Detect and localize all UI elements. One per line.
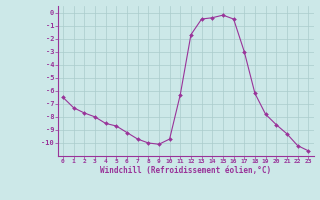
X-axis label: Windchill (Refroidissement éolien,°C): Windchill (Refroidissement éolien,°C)	[100, 166, 271, 175]
